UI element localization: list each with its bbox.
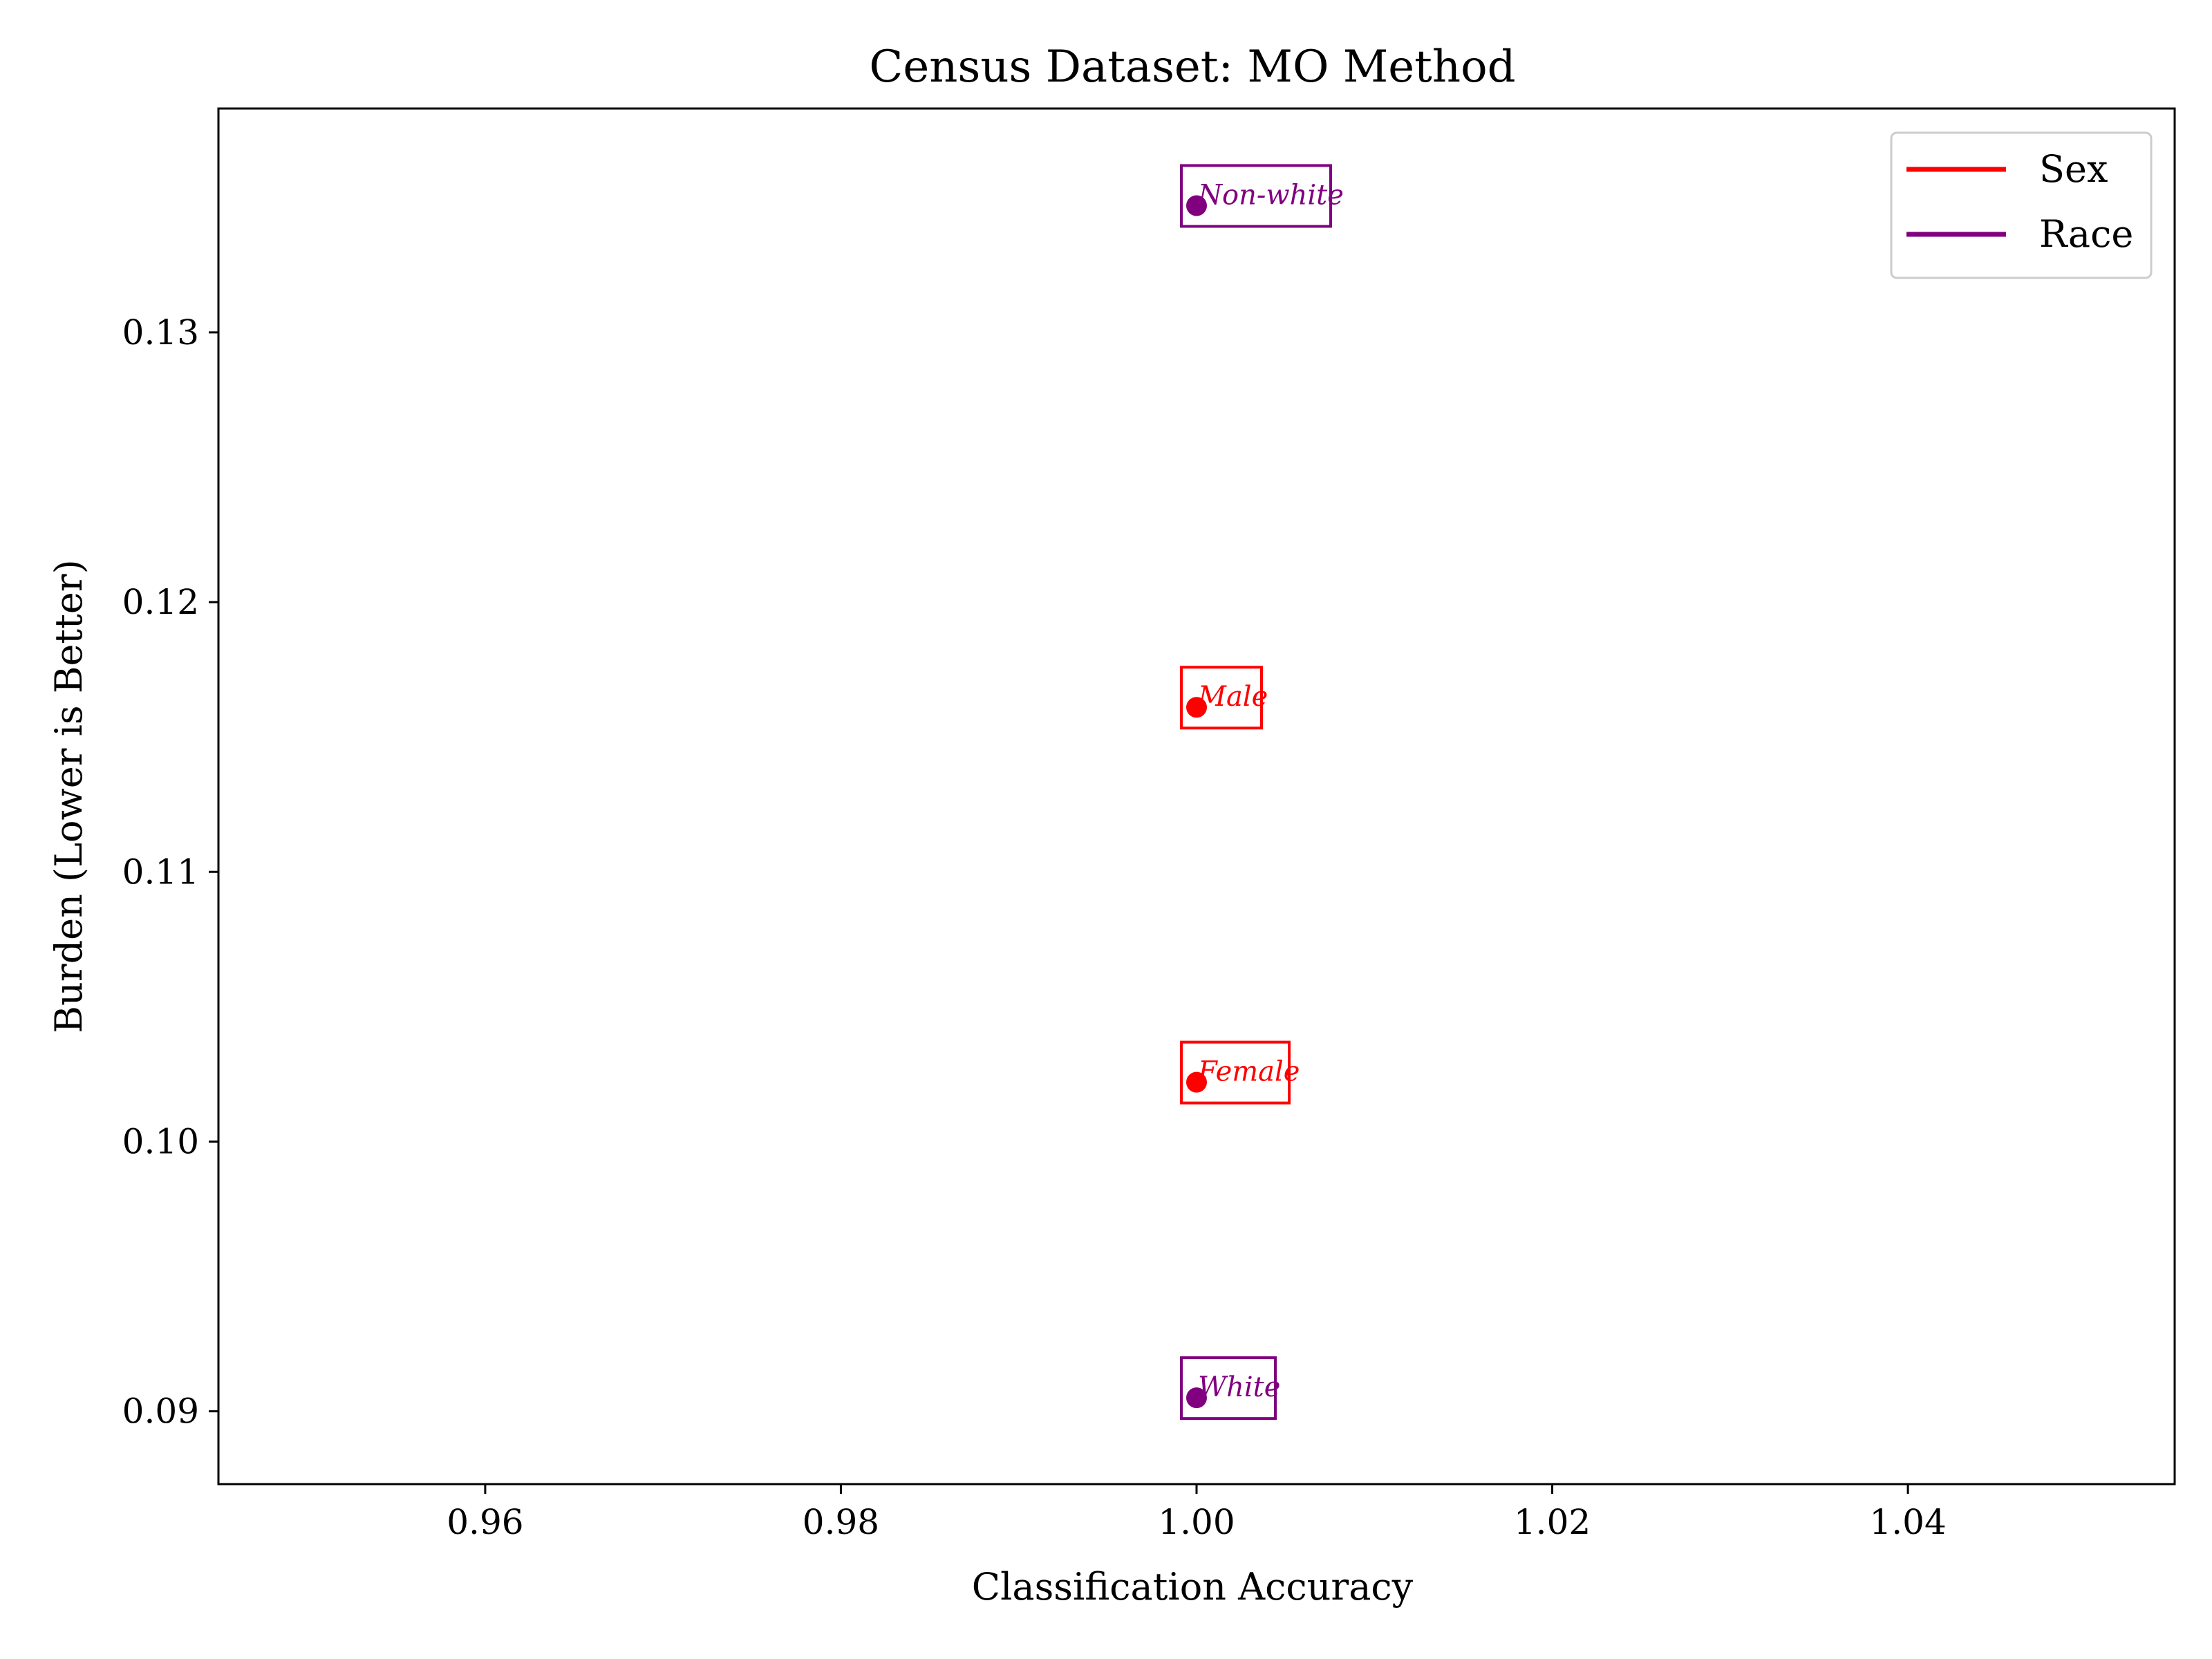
point-white [1186,1387,1207,1409]
point-non-white [1186,195,1207,216]
legend-label-race: Race [2039,212,2133,256]
series-sex: Male Female [1180,666,1300,1105]
legend: Sex Race [1890,131,2153,279]
plot-area: Male Female Non-white White [1180,164,1344,1421]
x-axis-title: Classification Accuracy [972,1565,1414,1609]
y-tick-label: 0.09 [122,1391,199,1432]
legend-frame [1890,131,2153,279]
chart-title: Census Dataset: MO Method [869,41,1515,93]
point-label-male: Male [1197,681,1268,713]
y-tick-label: 0.13 [122,312,199,353]
x-tick-label: 1.00 [1158,1502,1235,1542]
y-axis-title: Burden (Lower is Better) [47,559,91,1033]
point-label-box-white [1180,1356,1277,1421]
y-tick-label: 0.11 [122,852,199,892]
point-female [1186,1071,1207,1093]
point-label-box-non-white [1180,164,1332,228]
series-race: Non-white White [1180,164,1344,1421]
point-male [1186,697,1207,718]
x-tick-label: 0.98 [803,1502,879,1542]
plot-frame [217,107,2176,1485]
x-tick-label: 1.02 [1514,1502,1591,1542]
point-label-white: White [1198,1371,1280,1403]
point-label-non-white: Non-white [1197,179,1344,211]
point-label-female: Female [1197,1056,1300,1088]
x-tick-label: 1.04 [1869,1502,1946,1542]
x-tick-label: 0.96 [447,1502,523,1542]
y-tick-label: 0.10 [122,1121,199,1161]
y-axis: 0.09 0.10 0.11 0.12 0.13 [122,312,218,1432]
legend-label-sex: Sex [2039,147,2108,191]
x-axis: 0.96 0.98 1.00 1.02 1.04 [447,1484,1947,1542]
y-tick-label: 0.12 [122,582,199,622]
